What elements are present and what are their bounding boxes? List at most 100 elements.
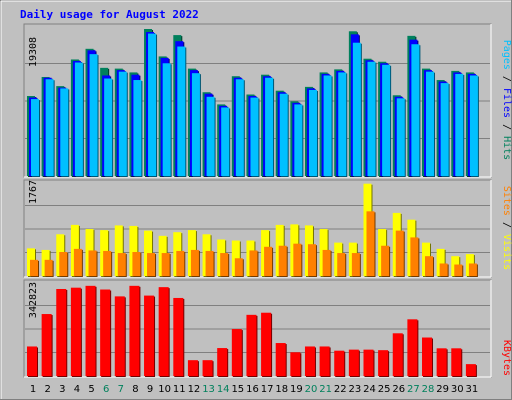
chart-title: Daily usage for August 2022: [20, 8, 199, 21]
bar-kbytes: [144, 295, 155, 376]
bar-kbytes: [290, 352, 301, 376]
bar-kbytes: [217, 348, 228, 376]
bar-pages: [308, 89, 317, 176]
x-tick-label: 6: [103, 384, 109, 395]
bar-kbytes: [363, 349, 374, 376]
bar-sites: [30, 259, 38, 276]
bar-sites: [395, 230, 404, 276]
bar-kbytes: [392, 333, 403, 376]
bar-sites: [249, 250, 258, 276]
bar-pages: [469, 75, 478, 176]
bar-kbytes: [465, 364, 476, 376]
bar-kbytes: [187, 360, 198, 376]
x-tick-label: 19: [290, 384, 303, 395]
x-tick-label: 3: [59, 384, 65, 395]
bar-pages: [382, 64, 391, 176]
bar-pages: [133, 80, 142, 176]
bar-kbytes: [100, 289, 111, 376]
bar-pages: [74, 62, 83, 176]
x-tick-label: 9: [147, 384, 153, 395]
bars-kbytes: [27, 285, 477, 377]
bar-sites: [278, 245, 287, 276]
bar-sites: [439, 263, 448, 276]
bar-kbytes: [261, 312, 272, 376]
bar-kbytes: [114, 296, 125, 376]
x-tick-label: 23: [348, 384, 361, 395]
bar-kbytes: [436, 348, 447, 376]
bar-kbytes: [246, 314, 257, 376]
bar-kbytes: [378, 350, 389, 376]
bar-sites: [337, 253, 346, 276]
bar-sites: [234, 258, 243, 276]
bar-pages: [118, 71, 127, 176]
bar-pages: [221, 107, 230, 176]
x-tick-label: 14: [217, 384, 230, 395]
x-tick-label: 24: [363, 384, 376, 395]
x-tick-label: 13: [202, 384, 215, 395]
x-tick-label: 20: [305, 384, 318, 395]
bar-kbytes: [56, 288, 67, 376]
x-tick-label: 30: [451, 384, 464, 395]
bar-kbytes: [407, 319, 418, 376]
bar-sites: [132, 252, 141, 276]
x-tick-label: 4: [74, 384, 80, 395]
bar-visits: [436, 248, 445, 276]
bar-sites: [381, 245, 390, 276]
bar-pages: [250, 97, 259, 176]
bar-sites: [293, 243, 302, 276]
bar-pages: [89, 54, 98, 177]
legend-entry: Files: [501, 88, 512, 118]
panel-hits-files-pages: 19308 Pages / Files / Hits: [23, 23, 512, 178]
bar-kbytes: [173, 297, 184, 376]
bar-pages: [455, 73, 464, 176]
bar-kbytes: [27, 346, 37, 376]
bar-pages: [411, 44, 420, 177]
x-tick-label: 2: [44, 384, 50, 395]
legend-entry: Visits: [501, 234, 512, 270]
x-tick-label: 18: [275, 384, 288, 395]
bar-sites: [264, 246, 273, 276]
x-tick-label: 21: [319, 384, 332, 395]
bar-sites: [307, 244, 316, 276]
bar-pages: [60, 88, 69, 176]
legend-entry: /: [501, 70, 512, 88]
bar-kbytes: [334, 350, 345, 376]
legend-entry: Hits: [501, 136, 512, 160]
bar-kbytes: [70, 287, 81, 376]
side-legend-hits-files-pages: Pages / Files / Hits: [501, 40, 512, 160]
bar-sites: [425, 256, 434, 276]
bar-visits: [114, 225, 123, 276]
bar-kbytes: [348, 349, 359, 376]
bar-sites: [351, 253, 360, 276]
bar-sites: [410, 237, 419, 276]
bar-pages: [206, 96, 215, 176]
bar-sites: [103, 250, 112, 276]
bar-sites: [44, 259, 53, 276]
bar-sites: [220, 253, 229, 276]
bar-pages: [440, 83, 449, 176]
bar-kbytes: [422, 337, 433, 376]
bar-pages: [235, 79, 244, 176]
side-legend-kbytes: KBytes: [501, 340, 512, 376]
bar-pages: [396, 98, 405, 176]
bar-kbytes: [129, 285, 140, 376]
legend-entry: KBytes: [501, 340, 512, 376]
y-tick-label: 19308: [28, 37, 39, 67]
bar-kbytes: [231, 329, 242, 376]
bar-sites: [454, 264, 463, 276]
x-tick-label: 29: [436, 384, 449, 395]
bar-sites: [468, 263, 477, 276]
bar-sites: [190, 249, 199, 276]
bar-kbytes: [275, 343, 286, 376]
side-legend-visits-sites: Sites / Visits: [501, 186, 512, 270]
bar-pages: [162, 63, 171, 176]
legend-entry: Pages: [501, 40, 512, 70]
bar-kbytes: [85, 285, 96, 376]
bar-pages: [352, 42, 361, 176]
bar-pages: [294, 104, 303, 176]
x-tick-label: 22: [334, 384, 347, 395]
bar-kbytes: [41, 314, 52, 376]
bar-pages: [426, 71, 435, 176]
x-tick-label: 27: [407, 384, 420, 395]
